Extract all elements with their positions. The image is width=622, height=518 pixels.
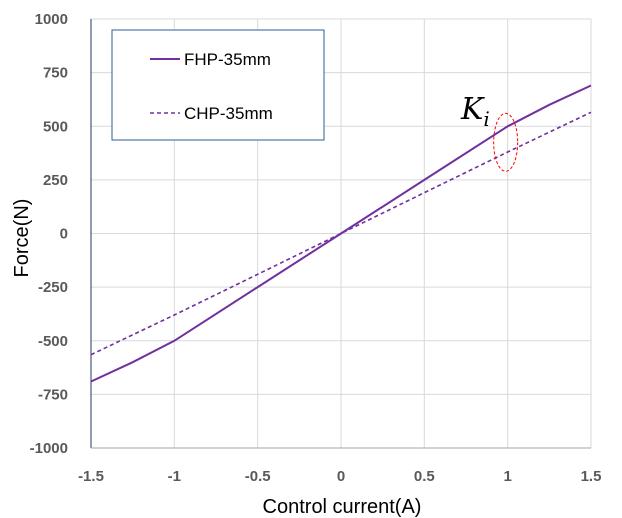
series-line-fhp-35mm: [90, 84, 592, 383]
y-axis-title: Force(N): [11, 199, 33, 278]
y-tick-label: 0: [60, 226, 68, 243]
y-tick-label: -750: [38, 386, 68, 403]
ki-annotation: Ki: [460, 92, 519, 172]
ki-subscript: i: [483, 107, 489, 131]
x-tick-label: 1.5: [581, 468, 602, 485]
axes: [90, 19, 591, 449]
x-tick-label: 0.5: [414, 468, 435, 485]
legend-label-chp: CHP-35mm: [184, 104, 273, 123]
y-tick-label: 1000: [35, 11, 68, 28]
legend: FHP-35mm CHP-35mm: [111, 29, 325, 141]
x-tick-label: -1: [168, 468, 181, 485]
y-tick-label: -250: [38, 279, 68, 296]
legend-box: [111, 29, 325, 141]
ki-symbol: K: [460, 92, 485, 127]
x-tick-label: -0.5: [245, 468, 271, 485]
legend-label-fhp: FHP-35mm: [184, 50, 271, 69]
y-tick-label: -500: [38, 333, 68, 350]
x-axis-title: Control current(A): [263, 496, 422, 518]
y-tick-label: -1000: [30, 440, 68, 457]
x-tick-label: 1: [503, 468, 511, 485]
series-line-chp-35mm: [90, 111, 592, 356]
x-tick-label: 0: [337, 468, 345, 485]
series-lines: [90, 84, 592, 383]
x-tick-label: -1.5: [78, 468, 104, 485]
ki-label: Ki: [460, 92, 490, 131]
ki-highlight-ellipse: [493, 112, 519, 172]
tick-labels: 1000 750 500 250 0 -250 -500 -750 -1000 -1.5 -1 -0.…: [30, 11, 602, 485]
y-tick-label: 750: [43, 65, 68, 82]
y-tick-label: 500: [43, 118, 68, 135]
y-tick-label: 250: [43, 172, 68, 189]
